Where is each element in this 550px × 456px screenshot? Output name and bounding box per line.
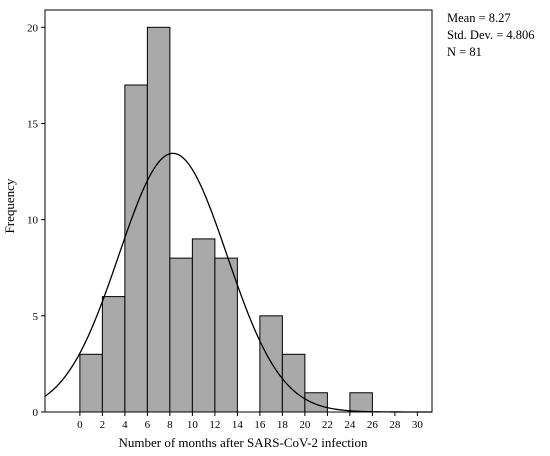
y-tick-label: 10: [27, 215, 39, 227]
mean-stat: Mean = 8.27: [447, 11, 511, 25]
x-tick-label: 4: [122, 419, 128, 431]
std-dev-stat: Std. Dev. = 4.806: [447, 28, 535, 42]
histogram-bar: [79, 353, 103, 413]
histogram-bar: [259, 315, 283, 413]
x-tick-label: 6: [145, 419, 151, 431]
normal-curve: [44, 152, 432, 413]
histogram-bar: [281, 353, 306, 413]
x-tick-label: 30: [412, 419, 424, 431]
x-tick-label: 2: [100, 419, 106, 431]
statistics-box: Mean = 8.27 Std. Dev. = 4.806 N = 81: [447, 10, 535, 61]
x-tick-label: 20: [299, 419, 311, 431]
x-tick-label: 10: [187, 419, 199, 431]
histogram-bar: [304, 392, 328, 413]
x-tick-label: 12: [209, 419, 220, 431]
y-tick-label: 20: [27, 22, 39, 34]
histogram-bar: [146, 26, 171, 413]
x-tick-label: 28: [389, 419, 401, 431]
x-tick-label: 16: [254, 419, 266, 431]
histogram-bar: [191, 238, 216, 413]
y-tick-label: 15: [27, 118, 39, 130]
x-tick-label: 18: [277, 419, 289, 431]
histogram-bar: [214, 257, 238, 413]
x-tick-label: 24: [344, 419, 356, 431]
histogram-bar: [349, 392, 373, 413]
histogram-bar: [169, 257, 193, 413]
histogram-bar: [124, 84, 148, 413]
y-axis-title: Frequency: [2, 178, 17, 233]
x-tick-label: 8: [167, 419, 173, 431]
histogram-bar: [101, 296, 126, 413]
x-tick-label: 22: [322, 419, 333, 431]
x-tick-label: 0: [77, 419, 83, 431]
x-tick-label: 14: [232, 419, 244, 431]
n-stat: N = 81: [447, 45, 482, 59]
y-tick-label: 0: [33, 407, 39, 419]
x-axis-title: Number of months after SARS-CoV-2 infect…: [118, 435, 368, 450]
y-tick-label: 5: [33, 311, 39, 323]
x-tick-label: 26: [367, 419, 379, 431]
